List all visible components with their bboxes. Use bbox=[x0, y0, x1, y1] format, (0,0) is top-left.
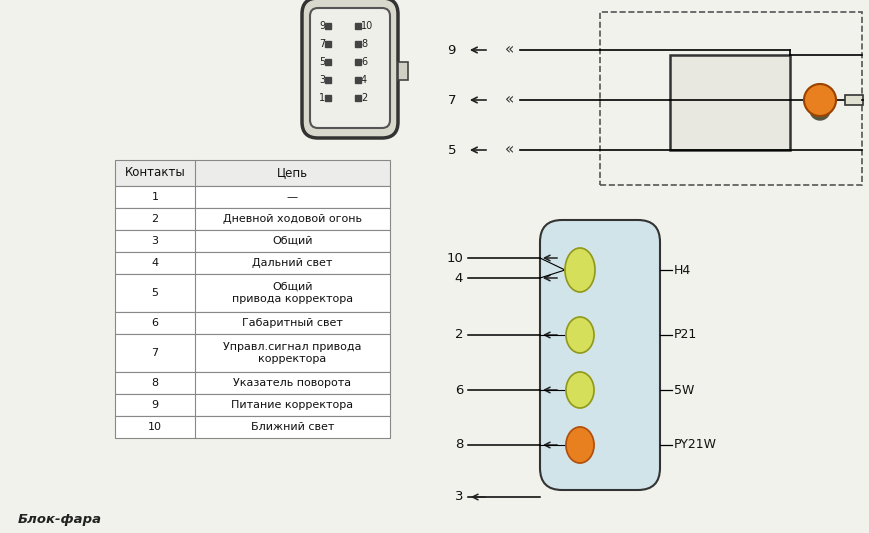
Text: 8: 8 bbox=[361, 39, 367, 49]
Text: Габаритный свет: Габаритный свет bbox=[242, 318, 343, 328]
Text: Ближний свет: Ближний свет bbox=[251, 422, 335, 432]
Text: Общий
привода корректора: Общий привода корректора bbox=[232, 282, 353, 304]
Text: 10: 10 bbox=[361, 21, 374, 31]
Text: 6: 6 bbox=[151, 318, 158, 328]
Text: Дальний свет: Дальний свет bbox=[252, 258, 333, 268]
Text: 5: 5 bbox=[319, 57, 325, 67]
Text: 9: 9 bbox=[319, 21, 325, 31]
Text: Дневной ходовой огонь: Дневной ходовой огонь bbox=[223, 214, 362, 224]
Text: 7: 7 bbox=[448, 93, 456, 107]
Bar bbox=[115, 208, 390, 230]
Text: Блок-фара: Блок-фара bbox=[18, 513, 103, 527]
Text: 5: 5 bbox=[151, 288, 158, 298]
Text: 6: 6 bbox=[454, 384, 463, 397]
FancyBboxPatch shape bbox=[540, 220, 660, 490]
Bar bbox=[115, 394, 390, 416]
Text: 4: 4 bbox=[454, 271, 463, 285]
Text: «: « bbox=[506, 142, 514, 157]
Text: Управл.сигнал привода
корректора: Управл.сигнал привода корректора bbox=[223, 342, 362, 364]
Text: 4: 4 bbox=[361, 75, 367, 85]
Text: H4: H4 bbox=[674, 263, 691, 277]
Bar bbox=[115, 252, 390, 274]
Ellipse shape bbox=[566, 427, 594, 463]
Text: P21: P21 bbox=[674, 328, 697, 342]
Text: 2: 2 bbox=[361, 93, 368, 103]
Text: 5: 5 bbox=[448, 143, 456, 157]
Ellipse shape bbox=[565, 248, 595, 292]
Ellipse shape bbox=[566, 317, 594, 353]
Bar bbox=[600, 12, 862, 185]
Text: 5W: 5W bbox=[674, 384, 694, 397]
Text: «: « bbox=[506, 43, 514, 58]
Text: 8: 8 bbox=[454, 439, 463, 451]
Bar bbox=[115, 416, 390, 438]
FancyBboxPatch shape bbox=[302, 0, 398, 138]
Text: PY21W: PY21W bbox=[674, 439, 717, 451]
Text: 7: 7 bbox=[151, 348, 158, 358]
Text: 2: 2 bbox=[151, 214, 158, 224]
Bar bbox=[115, 274, 390, 312]
Text: —: — bbox=[287, 192, 298, 202]
Text: 2: 2 bbox=[454, 328, 463, 342]
Text: «: « bbox=[506, 93, 514, 108]
Text: 10: 10 bbox=[446, 252, 463, 264]
Ellipse shape bbox=[566, 372, 594, 408]
Text: Контакты: Контакты bbox=[124, 166, 185, 180]
Text: Общий: Общий bbox=[272, 236, 313, 246]
Text: Цепь: Цепь bbox=[277, 166, 308, 180]
Text: 8: 8 bbox=[151, 378, 158, 388]
FancyBboxPatch shape bbox=[310, 8, 390, 128]
Circle shape bbox=[810, 100, 830, 120]
Bar bbox=[115, 186, 390, 208]
Text: Питание корректора: Питание корректора bbox=[231, 400, 354, 410]
Bar bbox=[115, 312, 390, 334]
Text: 1: 1 bbox=[151, 192, 158, 202]
Bar bbox=[670, 55, 790, 150]
Bar bbox=[398, 62, 408, 80]
Text: 3: 3 bbox=[319, 75, 325, 85]
Text: 4: 4 bbox=[151, 258, 158, 268]
Bar bbox=[845, 95, 863, 105]
Circle shape bbox=[804, 84, 836, 116]
Text: 3: 3 bbox=[151, 236, 158, 246]
Text: 6: 6 bbox=[361, 57, 367, 67]
Text: 10: 10 bbox=[148, 422, 162, 432]
Bar bbox=[115, 372, 390, 394]
Text: Указатель поворота: Указатель поворота bbox=[234, 378, 352, 388]
Text: 9: 9 bbox=[448, 44, 456, 56]
Text: 9: 9 bbox=[151, 400, 158, 410]
Bar bbox=[115, 160, 390, 186]
Bar bbox=[115, 230, 390, 252]
Text: 7: 7 bbox=[319, 39, 325, 49]
Text: 1: 1 bbox=[319, 93, 325, 103]
Bar bbox=[115, 334, 390, 372]
Text: 3: 3 bbox=[454, 490, 463, 504]
